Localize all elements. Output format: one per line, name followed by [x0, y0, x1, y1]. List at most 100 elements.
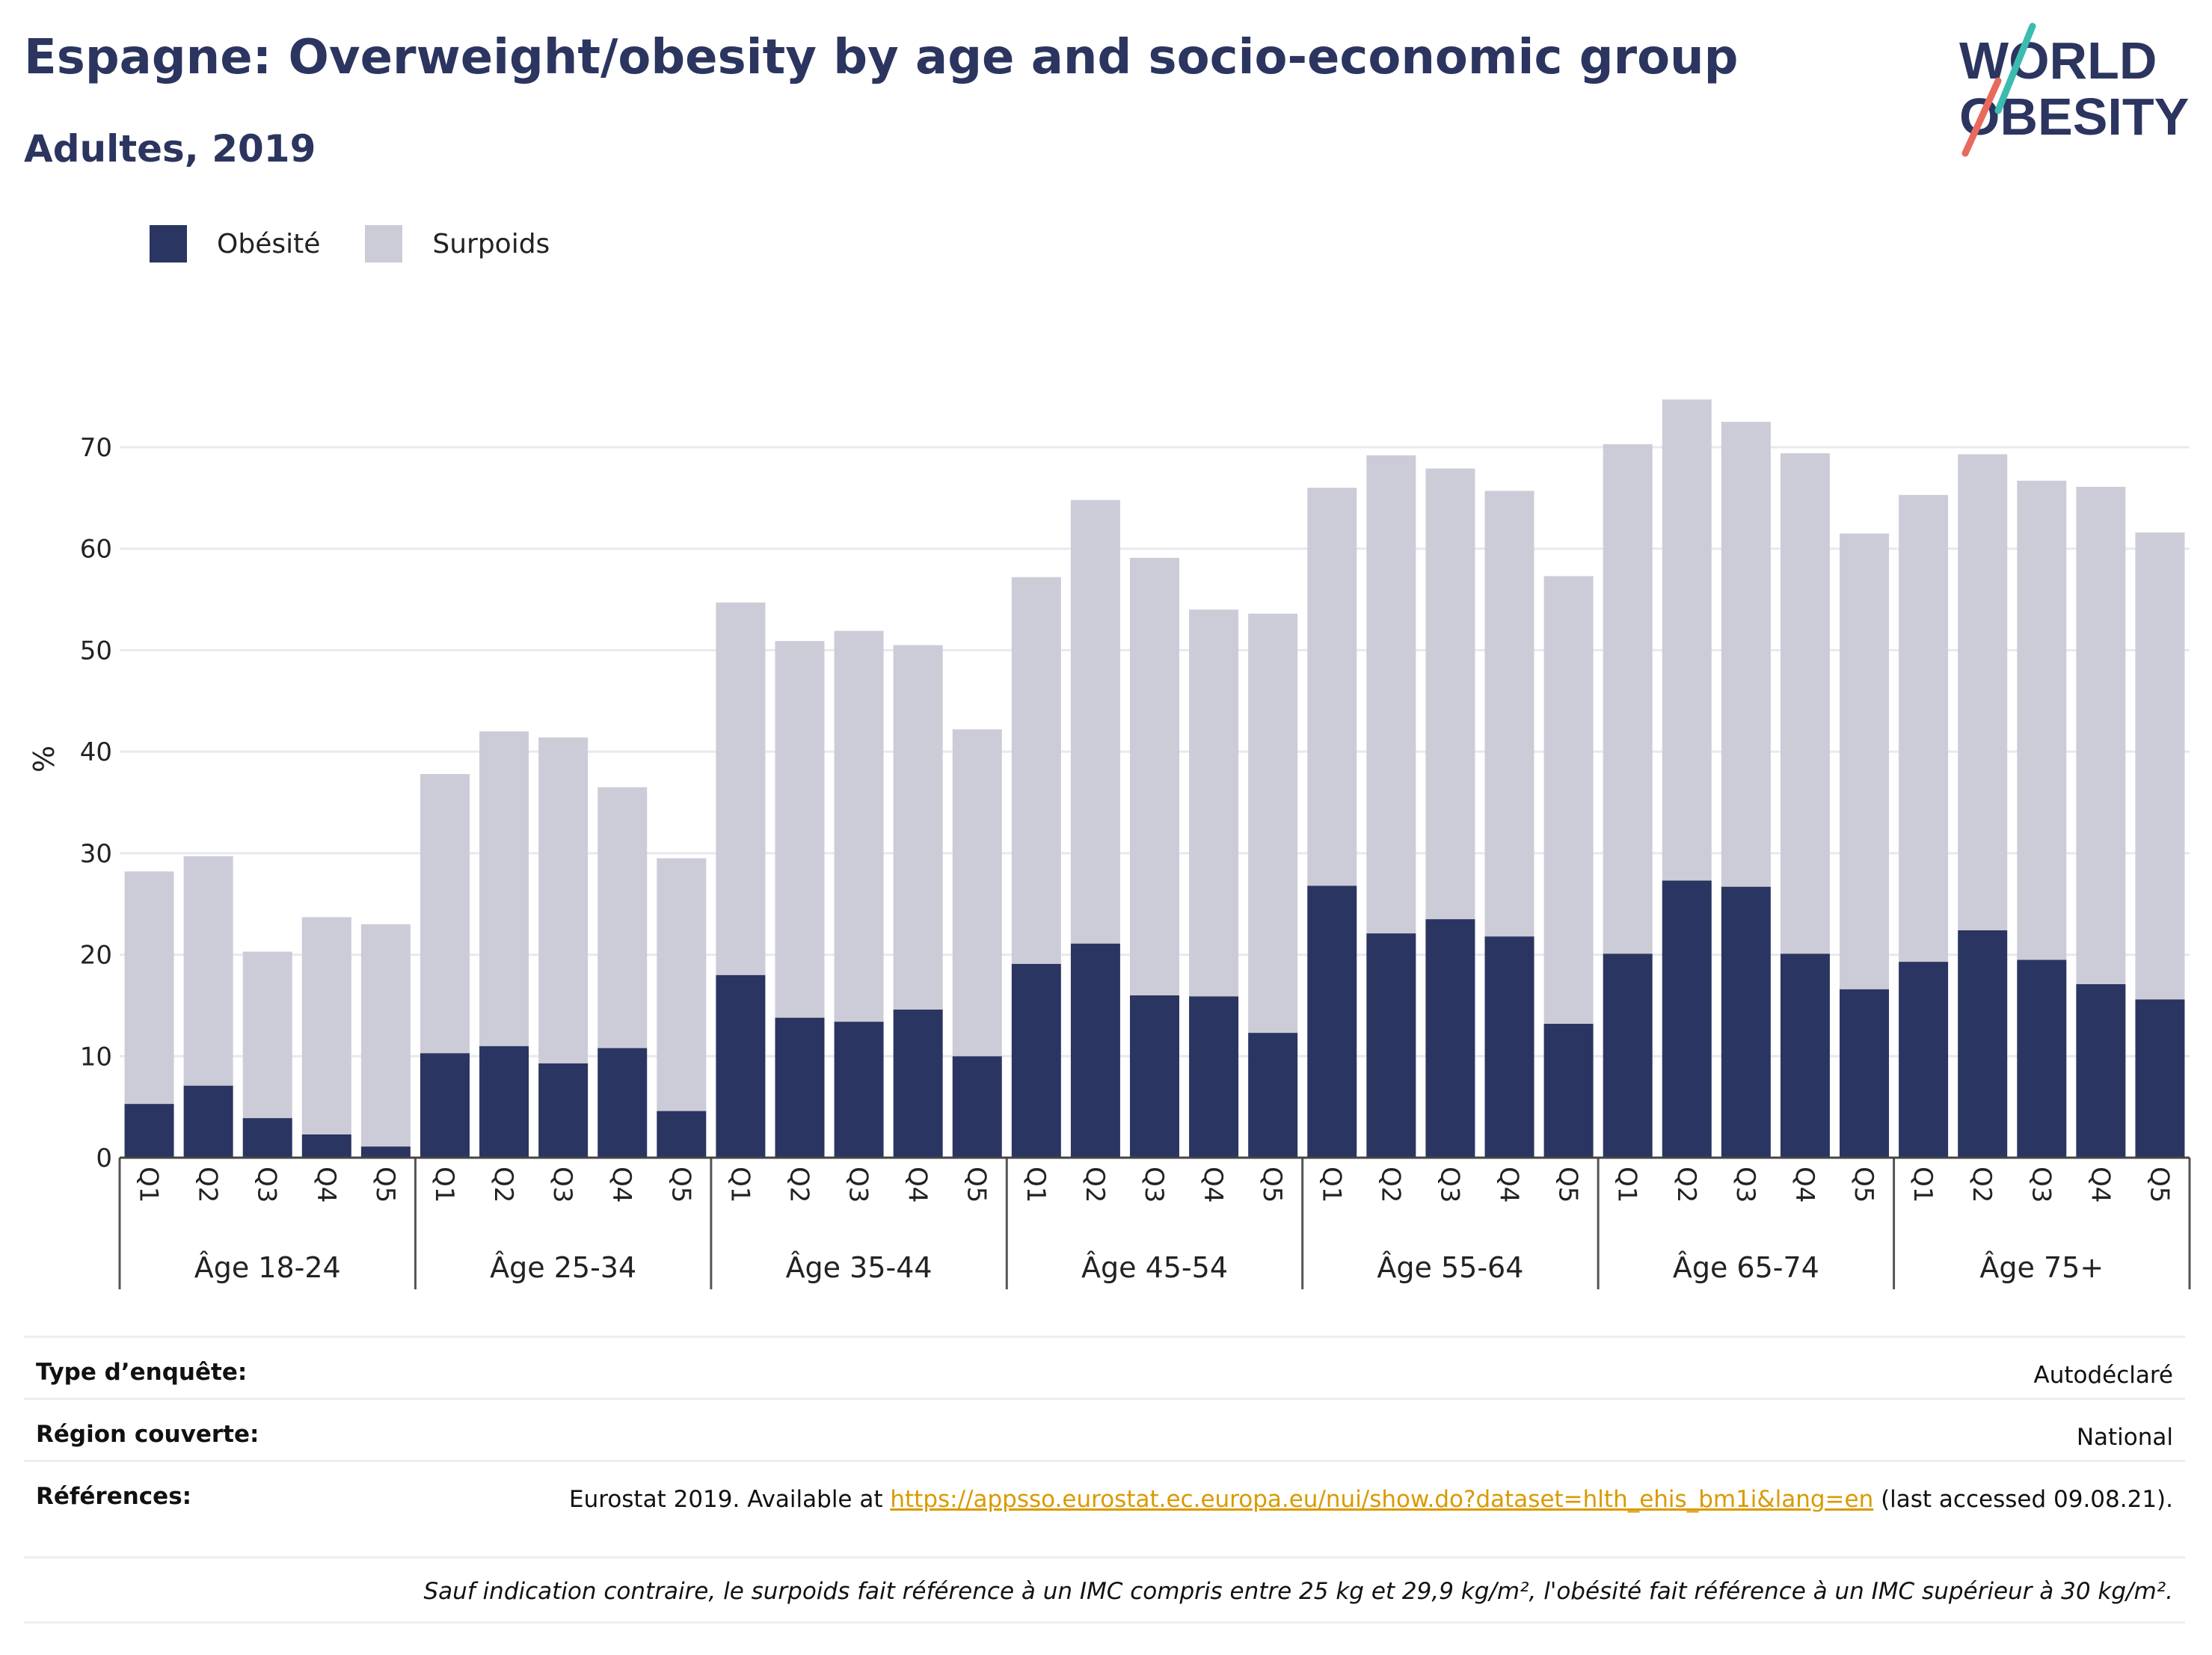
x-tick-label-g6-q4: Q4 [1789, 1167, 1819, 1203]
bar-obesity-g5-q4[interactable] [1484, 936, 1534, 1158]
y-tick-label-20: 20 [80, 941, 112, 971]
x-tick-label-g1-q1: Q1 [134, 1167, 164, 1203]
bar-obesity-g1-q3[interactable] [242, 1118, 292, 1158]
legend-swatch-obesity[interactable] [150, 225, 187, 262]
bar-overweight-g6-q4[interactable] [1780, 453, 1830, 954]
x-tick-label-g1-q2: Q2 [193, 1167, 223, 1203]
y-tick-label-0: 0 [96, 1143, 112, 1173]
x-tick-label-g6-q5: Q5 [1849, 1167, 1878, 1203]
bar-obesity-g3-q3[interactable] [834, 1022, 884, 1158]
bar-obesity-g4-q4[interactable] [1189, 996, 1239, 1158]
bar-overweight-g7-q4[interactable] [2076, 486, 2126, 984]
bar-overweight-g1-q2[interactable] [183, 856, 233, 1086]
bar-obesity-g5-q3[interactable] [1425, 919, 1475, 1158]
bar-obesity-g6-q4[interactable] [1780, 954, 1830, 1158]
bar-overweight-g7-q1[interactable] [1899, 494, 1949, 962]
bar-overweight-g3-q2[interactable] [775, 641, 825, 1018]
references-value: Eurostat 2019. Available at https://apps… [24, 1462, 2185, 1516]
bar-overweight-g4-q1[interactable] [1011, 577, 1061, 964]
bar-overweight-g1-q5[interactable] [360, 924, 411, 1147]
bar-overweight-g3-q5[interactable] [952, 729, 1002, 1057]
group-label-6: Âge 65-74 [1673, 1251, 1819, 1284]
bar-obesity-g4-q5[interactable] [1248, 1033, 1298, 1158]
x-tick-label-g5-q3: Q3 [1434, 1167, 1464, 1203]
bar-obesity-g1-q2[interactable] [183, 1085, 233, 1158]
bar-overweight-g7-q2[interactable] [1958, 454, 2008, 931]
bar-obesity-g6-q1[interactable] [1603, 954, 1653, 1158]
legend-label-obesity[interactable]: Obésité [217, 228, 321, 260]
bar-overweight-g3-q1[interactable] [716, 602, 766, 975]
bar-overweight-g1-q3[interactable] [242, 951, 292, 1119]
x-tick-label-g1-q5: Q5 [370, 1167, 400, 1203]
bar-overweight-g3-q4[interactable] [893, 645, 943, 1010]
bar-overweight-g5-q4[interactable] [1484, 491, 1534, 937]
bar-obesity-g1-q4[interactable] [301, 1134, 351, 1158]
bar-overweight-g6-q5[interactable] [1840, 533, 1890, 989]
bar-obesity-g4-q3[interactable] [1130, 995, 1179, 1158]
bar-overweight-g5-q5[interactable] [1543, 576, 1594, 1024]
bar-obesity-g4-q1[interactable] [1011, 963, 1061, 1158]
bar-obesity-g7-q2[interactable] [1958, 930, 2008, 1158]
bar-obesity-g1-q1[interactable] [124, 1104, 174, 1158]
bar-overweight-g6-q1[interactable] [1603, 443, 1653, 954]
bar-obesity-g7-q5[interactable] [2135, 999, 2185, 1158]
bar-obesity-g2-q5[interactable] [657, 1111, 707, 1158]
bar-overweight-g7-q3[interactable] [2017, 480, 2067, 960]
bar-obesity-g4-q2[interactable] [1070, 943, 1120, 1158]
x-tick-label-g5-q2: Q2 [1375, 1167, 1405, 1203]
bar-overweight-g7-q5[interactable] [2135, 532, 2185, 1000]
bar-obesity-g2-q2[interactable] [479, 1045, 529, 1158]
bar-overweight-g1-q4[interactable] [301, 917, 351, 1134]
y-tick-label-50: 50 [80, 636, 112, 666]
info-table: Type d’enquête: Autodéclaré Région couve… [24, 1336, 2185, 1624]
x-tick-label-g5-q4: Q4 [1494, 1167, 1524, 1203]
bar-overweight-g2-q4[interactable] [597, 787, 648, 1048]
bar-obesity-g6-q2[interactable] [1662, 880, 1712, 1158]
bar-overweight-g4-q2[interactable] [1070, 500, 1120, 944]
bar-overweight-g2-q1[interactable] [420, 774, 470, 1054]
bar-overweight-g6-q2[interactable] [1662, 399, 1712, 881]
x-tick-label-g7-q2: Q2 [1967, 1167, 1997, 1203]
bar-overweight-g5-q3[interactable] [1425, 468, 1475, 920]
x-tick-label-g3-q5: Q5 [962, 1167, 992, 1203]
bar-obesity-g5-q5[interactable] [1543, 1023, 1594, 1158]
bar-overweight-g2-q2[interactable] [479, 731, 529, 1046]
bar-obesity-g7-q3[interactable] [2017, 959, 2067, 1158]
references-link[interactable]: https://appsso.eurostat.ec.europa.eu/nui… [890, 1486, 1874, 1513]
bar-overweight-g4-q4[interactable] [1189, 610, 1239, 997]
bar-overweight-g4-q3[interactable] [1130, 557, 1179, 995]
bar-obesity-g6-q3[interactable] [1721, 886, 1771, 1158]
bar-overweight-g3-q3[interactable] [834, 630, 884, 1022]
bar-obesity-g2-q3[interactable] [538, 1063, 589, 1158]
bar-obesity-g7-q1[interactable] [1899, 962, 1949, 1158]
bar-obesity-g3-q2[interactable] [775, 1017, 825, 1158]
bar-obesity-g5-q1[interactable] [1307, 885, 1357, 1158]
info-row-region: Région couverte: National [24, 1398, 2185, 1460]
group-label-2: Âge 25-34 [490, 1251, 636, 1284]
bar-obesity-g2-q1[interactable] [420, 1053, 470, 1158]
bar-overweight-g6-q3[interactable] [1721, 422, 1771, 887]
legend: Obésité Surpoids [150, 221, 595, 266]
bar-obesity-g3-q4[interactable] [893, 1009, 943, 1158]
bar-obesity-g1-q5[interactable] [360, 1146, 411, 1158]
bar-obesity-g5-q2[interactable] [1366, 933, 1416, 1158]
bar-overweight-g1-q1[interactable] [124, 871, 174, 1105]
group-label-3: Âge 35-44 [786, 1251, 933, 1284]
x-tick-label-g2-q4: Q4 [606, 1167, 636, 1203]
info-row-survey-type: Type d’enquête: Autodéclaré [24, 1336, 2185, 1398]
bar-obesity-g3-q1[interactable] [716, 974, 766, 1158]
references-label: Références: [36, 1483, 192, 1510]
legend-swatch-overweight[interactable] [365, 225, 403, 262]
bar-obesity-g7-q4[interactable] [2076, 983, 2126, 1158]
bar-overweight-g5-q2[interactable] [1366, 455, 1416, 934]
logo-line2: OBESITY [1959, 87, 2189, 146]
bar-obesity-g3-q5[interactable] [952, 1056, 1002, 1158]
bar-overweight-g4-q5[interactable] [1248, 613, 1298, 1034]
bar-overweight-g2-q3[interactable] [538, 737, 589, 1063]
bar-obesity-g6-q5[interactable] [1840, 989, 1890, 1158]
bar-overweight-g2-q5[interactable] [657, 858, 707, 1111]
logo-line1: WORLD [1959, 31, 2157, 90]
legend-label-overweight[interactable]: Surpoids [432, 228, 550, 260]
bar-overweight-g5-q1[interactable] [1307, 488, 1357, 886]
bar-obesity-g2-q4[interactable] [597, 1048, 648, 1158]
